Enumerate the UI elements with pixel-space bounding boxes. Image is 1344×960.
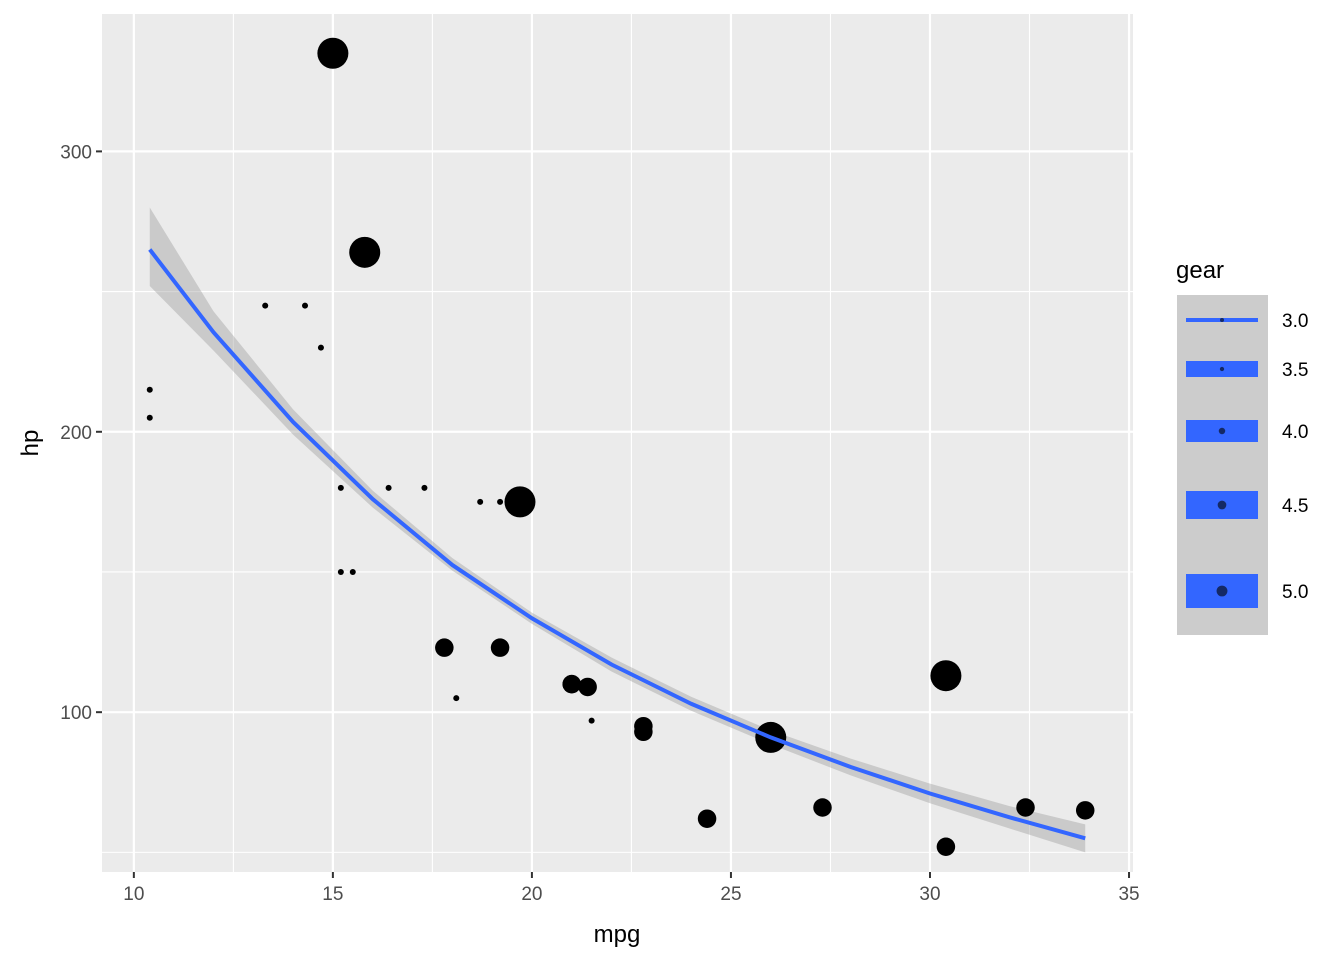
- data-point: [146, 414, 153, 421]
- x-tick-label: 25: [720, 884, 741, 905]
- legend-label: 3.0: [1282, 311, 1308, 332]
- data-point: [504, 486, 536, 518]
- legend-label: 4.5: [1282, 496, 1308, 517]
- legend-label: 3.5: [1282, 360, 1308, 381]
- data-point: [562, 674, 581, 694]
- y-tick-label: 300: [60, 142, 92, 163]
- y-tick-label: 200: [60, 423, 92, 444]
- data-point: [697, 809, 717, 828]
- data-point: [317, 37, 349, 69]
- legend-key-point: [1216, 585, 1228, 597]
- data-point: [588, 717, 595, 724]
- legend: gear 3.0 3.5 4.0 4.5 5.0: [1176, 257, 1308, 635]
- major-grid: [102, 14, 1133, 872]
- data-point: [337, 484, 344, 491]
- x-tick-label: 35: [1118, 884, 1139, 905]
- data-point: [435, 638, 454, 657]
- plot-panel: [102, 14, 1133, 872]
- data-point: [453, 695, 460, 702]
- data-point: [578, 677, 597, 697]
- data-point: [497, 498, 504, 505]
- data-point: [337, 568, 344, 575]
- y-axis-title: hp: [17, 430, 44, 457]
- data-point: [477, 498, 484, 505]
- y-tick-label: 100: [60, 703, 92, 724]
- legend-key-point: [1217, 500, 1227, 510]
- data-point: [317, 344, 324, 351]
- x-tick-label: 20: [521, 884, 542, 905]
- data-point: [1075, 801, 1095, 820]
- x-tick-label: 30: [919, 884, 940, 905]
- smooth-line-layer: [148, 248, 1086, 841]
- y-axis: 100 200 300: [60, 142, 102, 724]
- data-point: [813, 798, 832, 817]
- data-point: [146, 386, 153, 393]
- legend-key-point: [1218, 427, 1226, 435]
- data-point: [634, 716, 653, 736]
- smooth-line: [148, 248, 1086, 841]
- x-tick-label: 15: [322, 884, 343, 905]
- data-point: [349, 568, 356, 575]
- data-point: [936, 837, 956, 857]
- data-point: [490, 638, 510, 657]
- legend-label: 4.0: [1282, 422, 1308, 443]
- data-point: [262, 302, 269, 309]
- legend-keys: 3.0 3.5 4.0 4.5 5.0: [1186, 311, 1308, 608]
- data-point: [1016, 798, 1035, 817]
- legend-key-point: [1219, 366, 1225, 372]
- x-axis-title: mpg: [594, 921, 641, 948]
- legend-key-point: [1220, 318, 1224, 322]
- data-point: [930, 660, 962, 692]
- data-point: [349, 236, 381, 268]
- x-tick-label: 10: [123, 884, 144, 905]
- legend-label: 5.0: [1282, 582, 1308, 603]
- x-axis: 10 15 20 25 30 35: [123, 872, 1140, 905]
- data-point: [302, 302, 309, 309]
- data-point: [385, 484, 392, 491]
- data-point: [421, 484, 428, 491]
- legend-title: gear: [1176, 257, 1224, 284]
- points-layer: [146, 37, 1095, 857]
- minor-grid: [102, 14, 1133, 872]
